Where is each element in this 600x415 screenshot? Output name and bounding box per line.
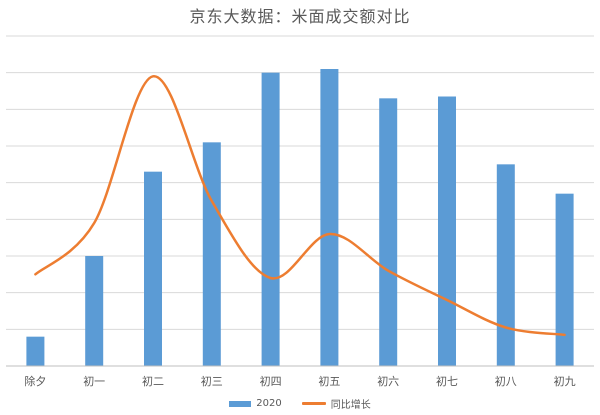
legend-label-line: 同比增长 <box>330 400 371 411</box>
x-tick-label-3: 初三 <box>201 374 223 388</box>
chart-legend: 2020 同比增长 <box>0 396 600 411</box>
legend-item-line: 同比增长 <box>301 396 371 411</box>
x-tick-label-5: 初五 <box>318 374 340 388</box>
x-tick-label-6: 初六 <box>377 374 399 388</box>
bar-2 <box>144 171 162 366</box>
bar-4 <box>261 72 280 367</box>
x-tick-label-8: 初八 <box>495 374 517 388</box>
x-tick-label-4: 初四 <box>260 374 282 388</box>
x-tick-label-1: 初一 <box>83 374 105 388</box>
legend-swatch-bar <box>229 400 252 407</box>
chart-title: 京东大数据：米面成交额对比 <box>189 7 411 26</box>
x-tick-label-7: 初七 <box>436 374 458 388</box>
bar-1 <box>85 256 104 366</box>
bar-0 <box>26 336 45 366</box>
bar-5 <box>320 69 339 366</box>
series-line-growth <box>34 75 566 337</box>
x-tick-label-9: 初九 <box>554 374 576 388</box>
bar-6 <box>379 98 398 366</box>
x-tick-label-0: 除夕 <box>24 374 46 388</box>
bar-8 <box>496 164 515 366</box>
legend-swatch-line <box>301 402 326 405</box>
bar-7 <box>438 96 456 366</box>
legend-label-bars: 2020 <box>256 398 282 409</box>
legend-item-bars: 2020 <box>229 396 282 411</box>
bar-9 <box>555 193 574 366</box>
x-tick-label-2: 初二 <box>142 374 164 388</box>
bar-3 <box>202 142 221 366</box>
